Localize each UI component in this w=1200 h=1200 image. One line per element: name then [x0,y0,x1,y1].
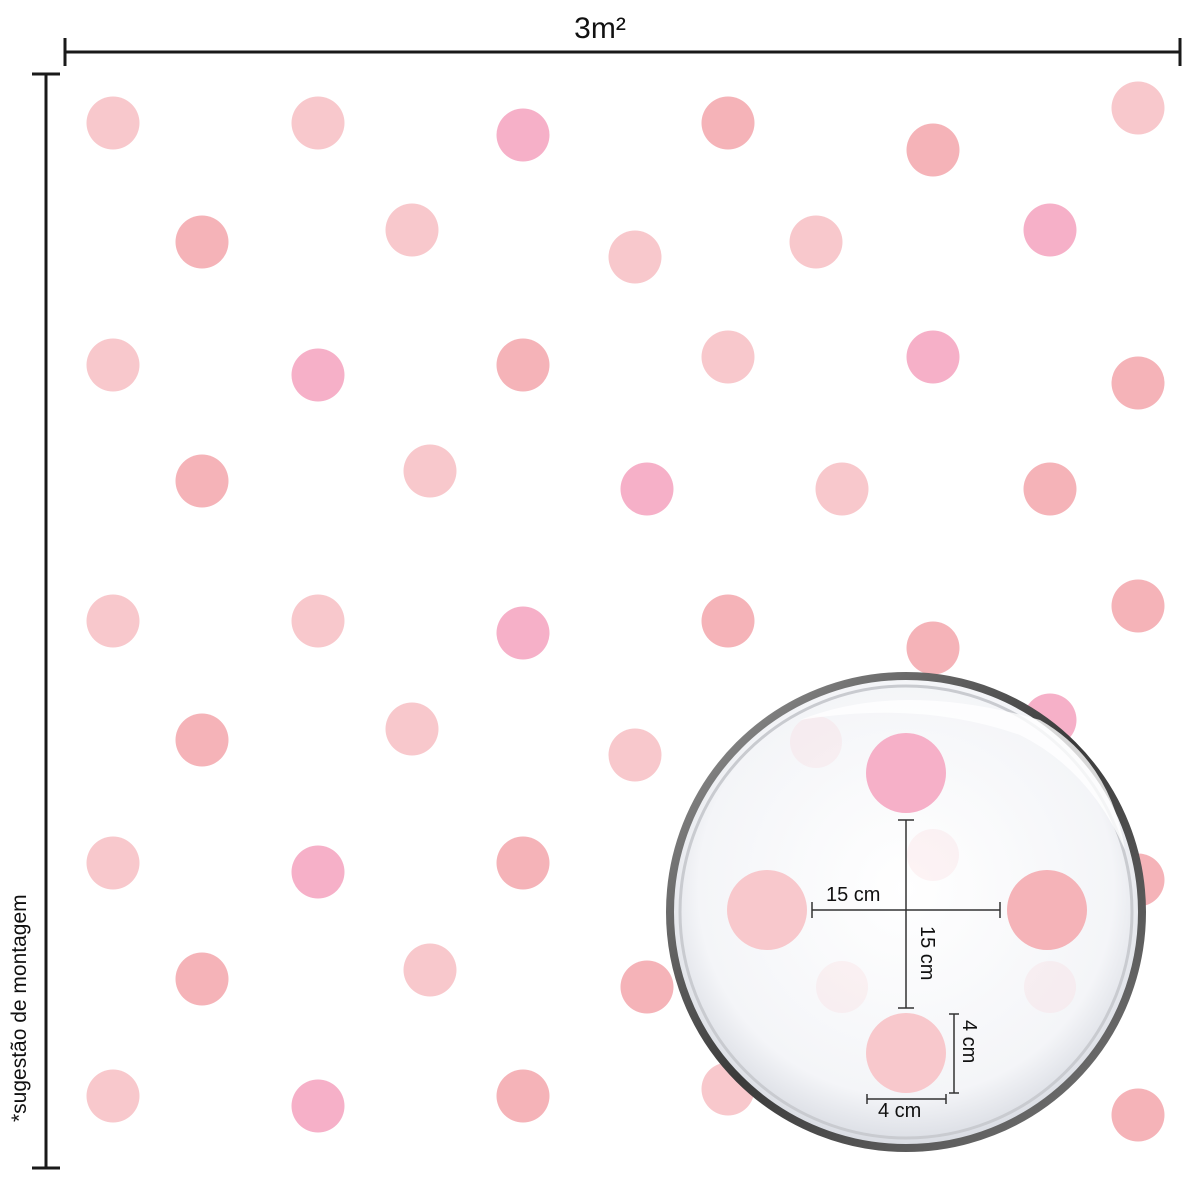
polka-dot [496,108,550,162]
width-label: 3m² [574,12,626,45]
polka-dot [1111,1088,1165,1142]
polka-dot [86,96,140,150]
polka-dot [291,845,345,899]
polka-dot [86,594,140,648]
polka-dot [291,96,345,150]
horizontal-spacing-label: 15 cm [826,884,881,906]
height-dimension-line [32,72,60,1170]
polka-dot [86,836,140,890]
polka-dot [291,1079,345,1133]
polka-dot [175,454,229,508]
polka-dot [906,621,960,675]
polka-dot [403,444,457,498]
polka-dot [403,943,457,997]
polka-dot [86,338,140,392]
polka-dot [906,123,960,177]
magnified-dot [1007,870,1087,950]
polka-dot [608,728,662,782]
polka-dot [1023,462,1077,516]
polka-dot [1111,579,1165,633]
polka-dot [496,606,550,660]
polka-dot [701,330,755,384]
polka-dot [789,215,843,269]
polka-dot [496,338,550,392]
polka-dot [1111,356,1165,410]
polka-dot [385,702,439,756]
polka-dot [608,230,662,284]
polka-dot [496,836,550,890]
polka-dot [291,594,345,648]
polka-dot [1111,81,1165,135]
dot-height-label: 4 cm [958,1020,980,1064]
polka-dot [385,203,439,257]
polka-dot [496,1069,550,1123]
polka-dot [175,713,229,767]
polka-dot [906,330,960,384]
magnified-dot [816,961,868,1013]
width-dimension-line [63,38,1182,66]
dot-width-label: 4 cm [878,1100,922,1122]
magnified-dot [866,1013,946,1093]
magnifier-detail [666,672,1146,1152]
magnified-dot [866,733,946,813]
magnified-dot [727,870,807,950]
polka-dot [620,960,674,1014]
vertical-spacing-label: 15 cm [916,926,938,981]
height-label: *sugestão de montagem [8,894,31,1122]
polka-dot [620,462,674,516]
polka-dot [701,594,755,648]
magnified-dot [790,716,842,768]
polka-dot [86,1069,140,1123]
magnified-dot [1024,961,1076,1013]
polka-dot [1023,203,1077,257]
magnified-dot [907,829,959,881]
polka-dot [175,215,229,269]
polka-dot [815,462,869,516]
polka-dot [701,96,755,150]
polka-dot [175,952,229,1006]
polka-dot [291,348,345,402]
